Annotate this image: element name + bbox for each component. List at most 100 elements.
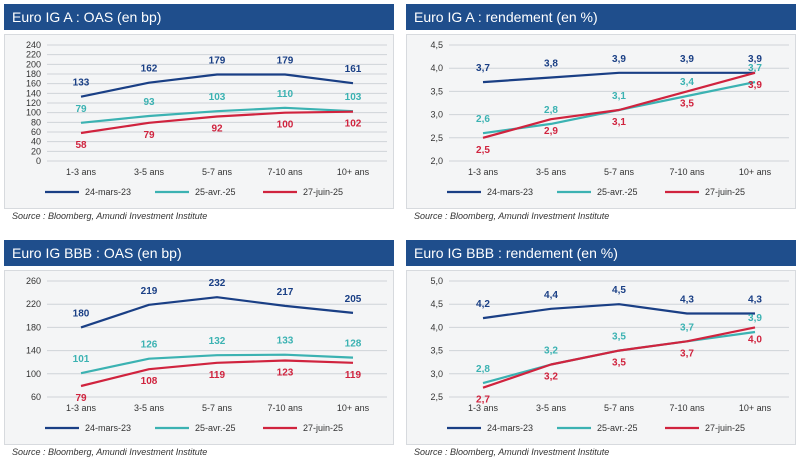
data-label: 126 [141, 340, 158, 351]
data-label: 2,5 [476, 145, 490, 156]
x-tick-label: 1-3 ans [66, 403, 97, 413]
source-note: Source : Bloomberg, Amundi Investment In… [12, 447, 208, 457]
data-label: 108 [141, 376, 158, 387]
y-tick-label: 180 [26, 322, 41, 332]
line-chart: 2,0 2,5 3,0 3,5 4,0 4,5 1-3 ans 3-5 ans 5-7 ans 7… [430, 40, 789, 197]
x-tick-label: 7-10 ans [267, 403, 303, 413]
data-label: 103 [209, 92, 226, 103]
series-line-27-juin-25 [482, 71, 756, 139]
series-line-25-avr.-25 [80, 106, 354, 124]
y-tick-label: 2,0 [430, 156, 443, 166]
data-label: 2,7 [476, 395, 490, 406]
data-label: 217 [277, 287, 294, 298]
y-tick-label: 60 [31, 392, 41, 402]
y-tick-label: 0 [36, 156, 41, 166]
data-label: 3,4 [680, 77, 694, 88]
legend-label: 24-mars-23 [85, 187, 131, 197]
y-tick-label: 3,5 [430, 346, 443, 356]
data-label: 3,9 [748, 54, 762, 65]
series-line-24-mars-23 [482, 71, 755, 84]
data-label: 133 [73, 78, 90, 89]
x-tick-label: 10+ ans [337, 403, 370, 413]
y-tick-label: 4,5 [430, 40, 443, 50]
data-label: 179 [209, 55, 226, 66]
x-tick-label: 3-5 ans [134, 403, 165, 413]
source-note: Source : Bloomberg, Amundi Investment In… [414, 447, 610, 457]
x-tick-label: 5-7 ans [202, 167, 233, 177]
data-label: 180 [73, 308, 90, 319]
data-label: 79 [75, 104, 87, 115]
data-label: 2,8 [544, 105, 558, 116]
y-tick-label: 220 [26, 50, 41, 60]
x-tick-label: 5-7 ans [202, 403, 233, 413]
x-tick-label: 7-10 ans [669, 403, 705, 413]
chart-title: Euro IG BBB : OAS (en bp) [4, 240, 394, 266]
data-label: 232 [209, 278, 226, 289]
y-tick-label: 160 [26, 79, 41, 89]
y-tick-label: 100 [26, 369, 41, 379]
data-label: 205 [345, 294, 362, 305]
data-label: 123 [277, 367, 294, 378]
y-tick-label: 2,5 [430, 133, 443, 143]
data-label: 4,3 [748, 294, 762, 305]
data-label: 3,7 [680, 348, 694, 359]
data-label: 3,5 [612, 358, 626, 369]
x-tick-label: 3-5 ans [536, 403, 567, 413]
data-label: 3,1 [612, 91, 626, 102]
data-label: 3,7 [748, 63, 762, 74]
y-tick-label: 240 [26, 40, 41, 50]
data-label: 3,9 [680, 54, 694, 65]
chart-panel-ig-a-yield: Euro IG A : rendement (en %) 2,0 2,5 3,0 3,… [406, 4, 796, 228]
chart-panel-ig-a-oas: Euro IG A : OAS (en bp) 0 20 40 60 80 100 120 1… [4, 4, 394, 228]
data-label: 2,9 [544, 126, 558, 137]
plot-area: 60 100 140 180 220 260 1-3 ans 3-5 ans 5-7 ans 7-… [4, 270, 394, 445]
data-label: 79 [75, 393, 87, 404]
y-tick-label: 140 [26, 346, 41, 356]
y-tick-label: 180 [26, 69, 41, 79]
y-tick-label: 220 [26, 299, 41, 309]
y-tick-label: 60 [31, 127, 41, 137]
x-tick-label: 10+ ans [739, 403, 772, 413]
y-tick-label: 4,5 [430, 299, 443, 309]
series-line-24-mars-23 [80, 73, 354, 98]
data-label: 3,5 [612, 332, 626, 343]
x-tick-label: 5-7 ans [604, 167, 635, 177]
legend-label: 25-avr.-25 [597, 423, 638, 433]
legend-label: 25-avr.-25 [195, 187, 236, 197]
data-label: 58 [75, 140, 87, 151]
legend-label: 27-juin-25 [705, 187, 745, 197]
data-label: 3,9 [612, 54, 626, 65]
data-label: 3,1 [612, 117, 626, 128]
data-label: 3,8 [544, 58, 558, 69]
x-tick-label: 10+ ans [739, 167, 772, 177]
data-label: 119 [209, 370, 226, 381]
plot-area: 2,5 3,0 3,5 4,0 4,5 5,0 1-3 ans 3-5 ans 5-7 ans 7… [406, 270, 796, 445]
plot-area: 0 20 40 60 80 100 120 140 160 180 200 220 240 1-3 ans… [4, 34, 394, 209]
x-tick-label: 3-5 ans [536, 167, 567, 177]
data-label: 92 [211, 124, 223, 135]
data-label: 3,7 [680, 322, 694, 333]
legend-label: 25-avr.-25 [195, 423, 236, 433]
data-label: 3,7 [476, 63, 490, 74]
data-label: 119 [345, 370, 362, 381]
data-label: 4,2 [476, 299, 490, 310]
data-label: 4,5 [612, 285, 626, 296]
x-tick-label: 1-3 ans [66, 167, 97, 177]
data-label: 103 [345, 92, 362, 103]
series-line-27-juin-25 [482, 326, 756, 389]
y-tick-label: 200 [26, 59, 41, 69]
y-tick-label: 100 [26, 108, 41, 118]
chart-title: Euro IG BBB : rendement (en %) [406, 240, 796, 266]
y-tick-label: 80 [31, 117, 41, 127]
data-label: 102 [345, 119, 362, 130]
source-note: Source : Bloomberg, Amundi Investment In… [414, 211, 610, 221]
data-label: 3,9 [748, 313, 762, 324]
x-tick-label: 7-10 ans [267, 167, 303, 177]
x-tick-label: 3-5 ans [134, 167, 165, 177]
y-tick-label: 20 [31, 146, 41, 156]
x-tick-label: 5-7 ans [604, 403, 635, 413]
x-tick-label: 10+ ans [337, 167, 370, 177]
y-tick-label: 120 [26, 98, 41, 108]
legend-label: 27-juin-25 [303, 423, 343, 433]
data-label: 2,6 [476, 114, 490, 125]
